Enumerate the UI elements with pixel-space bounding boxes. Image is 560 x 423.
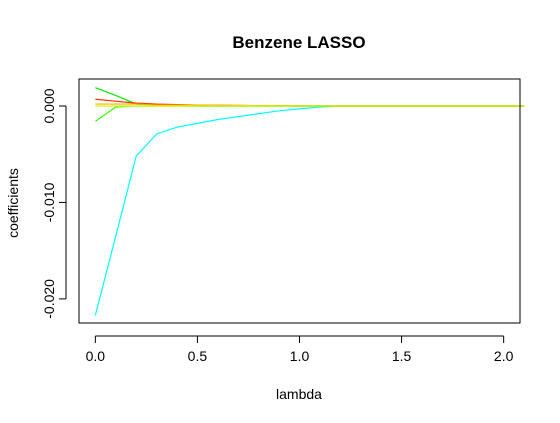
plot-area: 0.0 0.5 1.0 1.5 2.0 -0.020 -0.010 0.000 bbox=[41, 78, 525, 364]
x-tick-label: 0.0 bbox=[86, 348, 106, 364]
chart-title: Benzene LASSO bbox=[232, 33, 365, 52]
x-tick-label: 1.5 bbox=[392, 348, 412, 364]
series-line-1 bbox=[94, 105, 525, 316]
plot-frame bbox=[78, 78, 521, 324]
y-axis-label: coefficients bbox=[5, 168, 21, 238]
y-tick-label: -0.020 bbox=[41, 279, 57, 319]
x-tick-label: 1.0 bbox=[290, 348, 310, 364]
x-axis-label: lambda bbox=[276, 386, 322, 402]
y-tick-label: -0.010 bbox=[41, 182, 57, 222]
x-tick-label: 2.0 bbox=[494, 348, 514, 364]
y-tick-label: 0.000 bbox=[41, 88, 57, 123]
x-tick-label: 0.5 bbox=[188, 348, 208, 364]
series-line-2 bbox=[95, 87, 525, 107]
